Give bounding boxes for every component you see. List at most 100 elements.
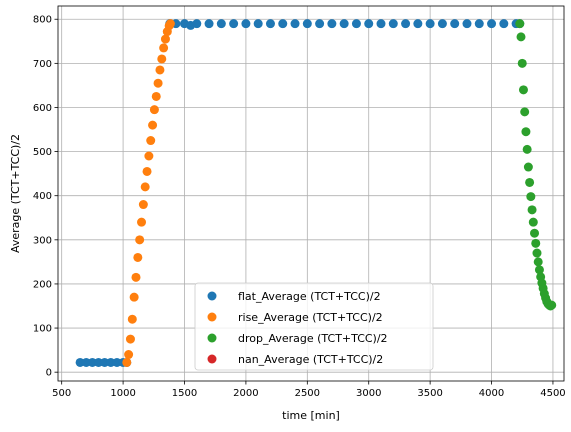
data-point — [125, 334, 135, 344]
x-tick-label: 2500 — [295, 388, 320, 399]
series-1 — [122, 19, 175, 367]
data-point — [302, 19, 312, 29]
x-tick-label: 3500 — [417, 388, 442, 399]
data-point — [290, 19, 300, 29]
data-point — [376, 19, 386, 29]
data-point — [525, 177, 535, 187]
data-point — [532, 248, 542, 258]
data-point — [144, 151, 154, 161]
data-point — [153, 78, 163, 88]
data-point — [241, 19, 251, 29]
data-point — [122, 357, 132, 367]
y-axis: 0 100 200 300 400 500 600 700 800 — [33, 15, 58, 379]
y-tick-label: 100 — [33, 324, 52, 335]
data-point — [131, 272, 141, 282]
legend-box — [194, 282, 434, 371]
data-point — [413, 19, 423, 29]
data-point — [133, 252, 143, 262]
data-point — [401, 19, 411, 29]
data-point — [518, 85, 528, 95]
data-point — [523, 162, 533, 172]
data-point — [364, 19, 374, 29]
data-point — [229, 19, 239, 29]
x-tick-label: 4000 — [479, 388, 504, 399]
data-point — [351, 19, 361, 29]
data-point — [265, 19, 275, 29]
data-point — [140, 182, 150, 192]
data-point — [253, 19, 263, 29]
data-point — [146, 136, 156, 146]
data-point — [127, 314, 137, 324]
data-point — [159, 43, 169, 53]
data-point — [516, 32, 526, 42]
data-point — [129, 292, 139, 302]
x-tick-label: 4500 — [540, 388, 565, 399]
data-point — [487, 19, 497, 29]
data-point — [531, 238, 541, 248]
data-point — [530, 228, 540, 238]
data-point — [155, 65, 165, 75]
data-point — [149, 105, 159, 115]
data-point — [327, 19, 337, 29]
y-tick-label: 700 — [33, 59, 52, 70]
data-point — [474, 19, 484, 29]
legend-label: rise_Average (TCT+TCC)/2 — [238, 311, 383, 324]
y-tick-label: 500 — [33, 147, 52, 158]
data-point — [526, 192, 536, 202]
y-tick-label: 200 — [33, 279, 52, 290]
legend-label: flat_Average (TCT+TCC)/2 — [238, 290, 381, 303]
x-tick-label: 1500 — [172, 388, 197, 399]
data-point — [462, 19, 472, 29]
data-point — [520, 107, 530, 117]
data-point — [124, 350, 134, 360]
plot-area — [75, 19, 557, 367]
data-point — [137, 217, 147, 227]
y-tick-label: 300 — [33, 235, 52, 246]
data-point — [515, 19, 525, 29]
legend-marker — [207, 312, 217, 322]
legend-marker — [207, 354, 217, 364]
data-point — [527, 205, 537, 215]
data-point — [160, 34, 170, 44]
x-tick-label: 500 — [52, 388, 71, 399]
x-axis: 500 1000 1500 2000 2500 3000 3500 4000 4500 — [52, 381, 566, 399]
data-point — [533, 257, 543, 267]
data-point — [517, 58, 527, 68]
data-point — [437, 19, 447, 29]
data-point — [138, 200, 148, 210]
data-point — [388, 19, 398, 29]
y-tick-label: 800 — [33, 15, 52, 26]
data-point — [450, 19, 460, 29]
data-point — [204, 19, 214, 29]
legend-label: drop_Average (TCT+TCC)/2 — [238, 332, 388, 345]
data-point — [547, 300, 557, 310]
data-point — [216, 19, 226, 29]
y-tick-label: 400 — [33, 191, 52, 202]
legend-marker — [207, 291, 217, 301]
y-axis-label: Average (TCT+TCC)/2 — [9, 134, 22, 253]
data-point — [522, 144, 532, 154]
data-point — [142, 166, 152, 176]
data-point — [499, 19, 509, 29]
y-tick-label: 0 — [46, 368, 52, 379]
y-tick-label: 600 — [33, 103, 52, 114]
data-point — [528, 217, 538, 227]
x-tick-label: 1000 — [110, 388, 135, 399]
series-2 — [515, 19, 557, 311]
data-point — [339, 19, 349, 29]
x-tick-label: 2000 — [233, 388, 258, 399]
legend-label: nan_Average (TCT+TCC)/2 — [238, 353, 383, 366]
axes-frame — [57, 5, 565, 382]
data-point — [135, 235, 145, 245]
data-point — [315, 19, 325, 29]
data-point — [148, 120, 158, 130]
x-axis-label: time [min] — [282, 409, 340, 422]
data-point — [151, 91, 161, 101]
data-point — [521, 127, 531, 137]
legend: flat_Average (TCT+TCC)/2 rise_Average (TC… — [194, 282, 434, 371]
x-tick-label: 3000 — [356, 388, 381, 399]
data-point — [534, 265, 544, 275]
legend-marker — [207, 333, 217, 343]
data-point — [192, 19, 202, 29]
